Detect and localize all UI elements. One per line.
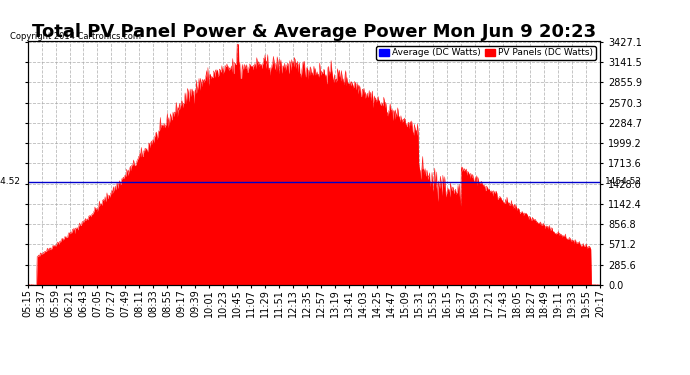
Title: Total PV Panel Power & Average Power Mon Jun 9 20:23: Total PV Panel Power & Average Power Mon… [32,23,596,41]
Legend: Average (DC Watts), PV Panels (DC Watts): Average (DC Watts), PV Panels (DC Watts) [376,46,595,60]
Text: 1454.52: 1454.52 [605,177,642,186]
Text: 1454.52: 1454.52 [0,177,21,186]
Text: Copyright 2014 Cartronics.com: Copyright 2014 Cartronics.com [10,32,141,41]
